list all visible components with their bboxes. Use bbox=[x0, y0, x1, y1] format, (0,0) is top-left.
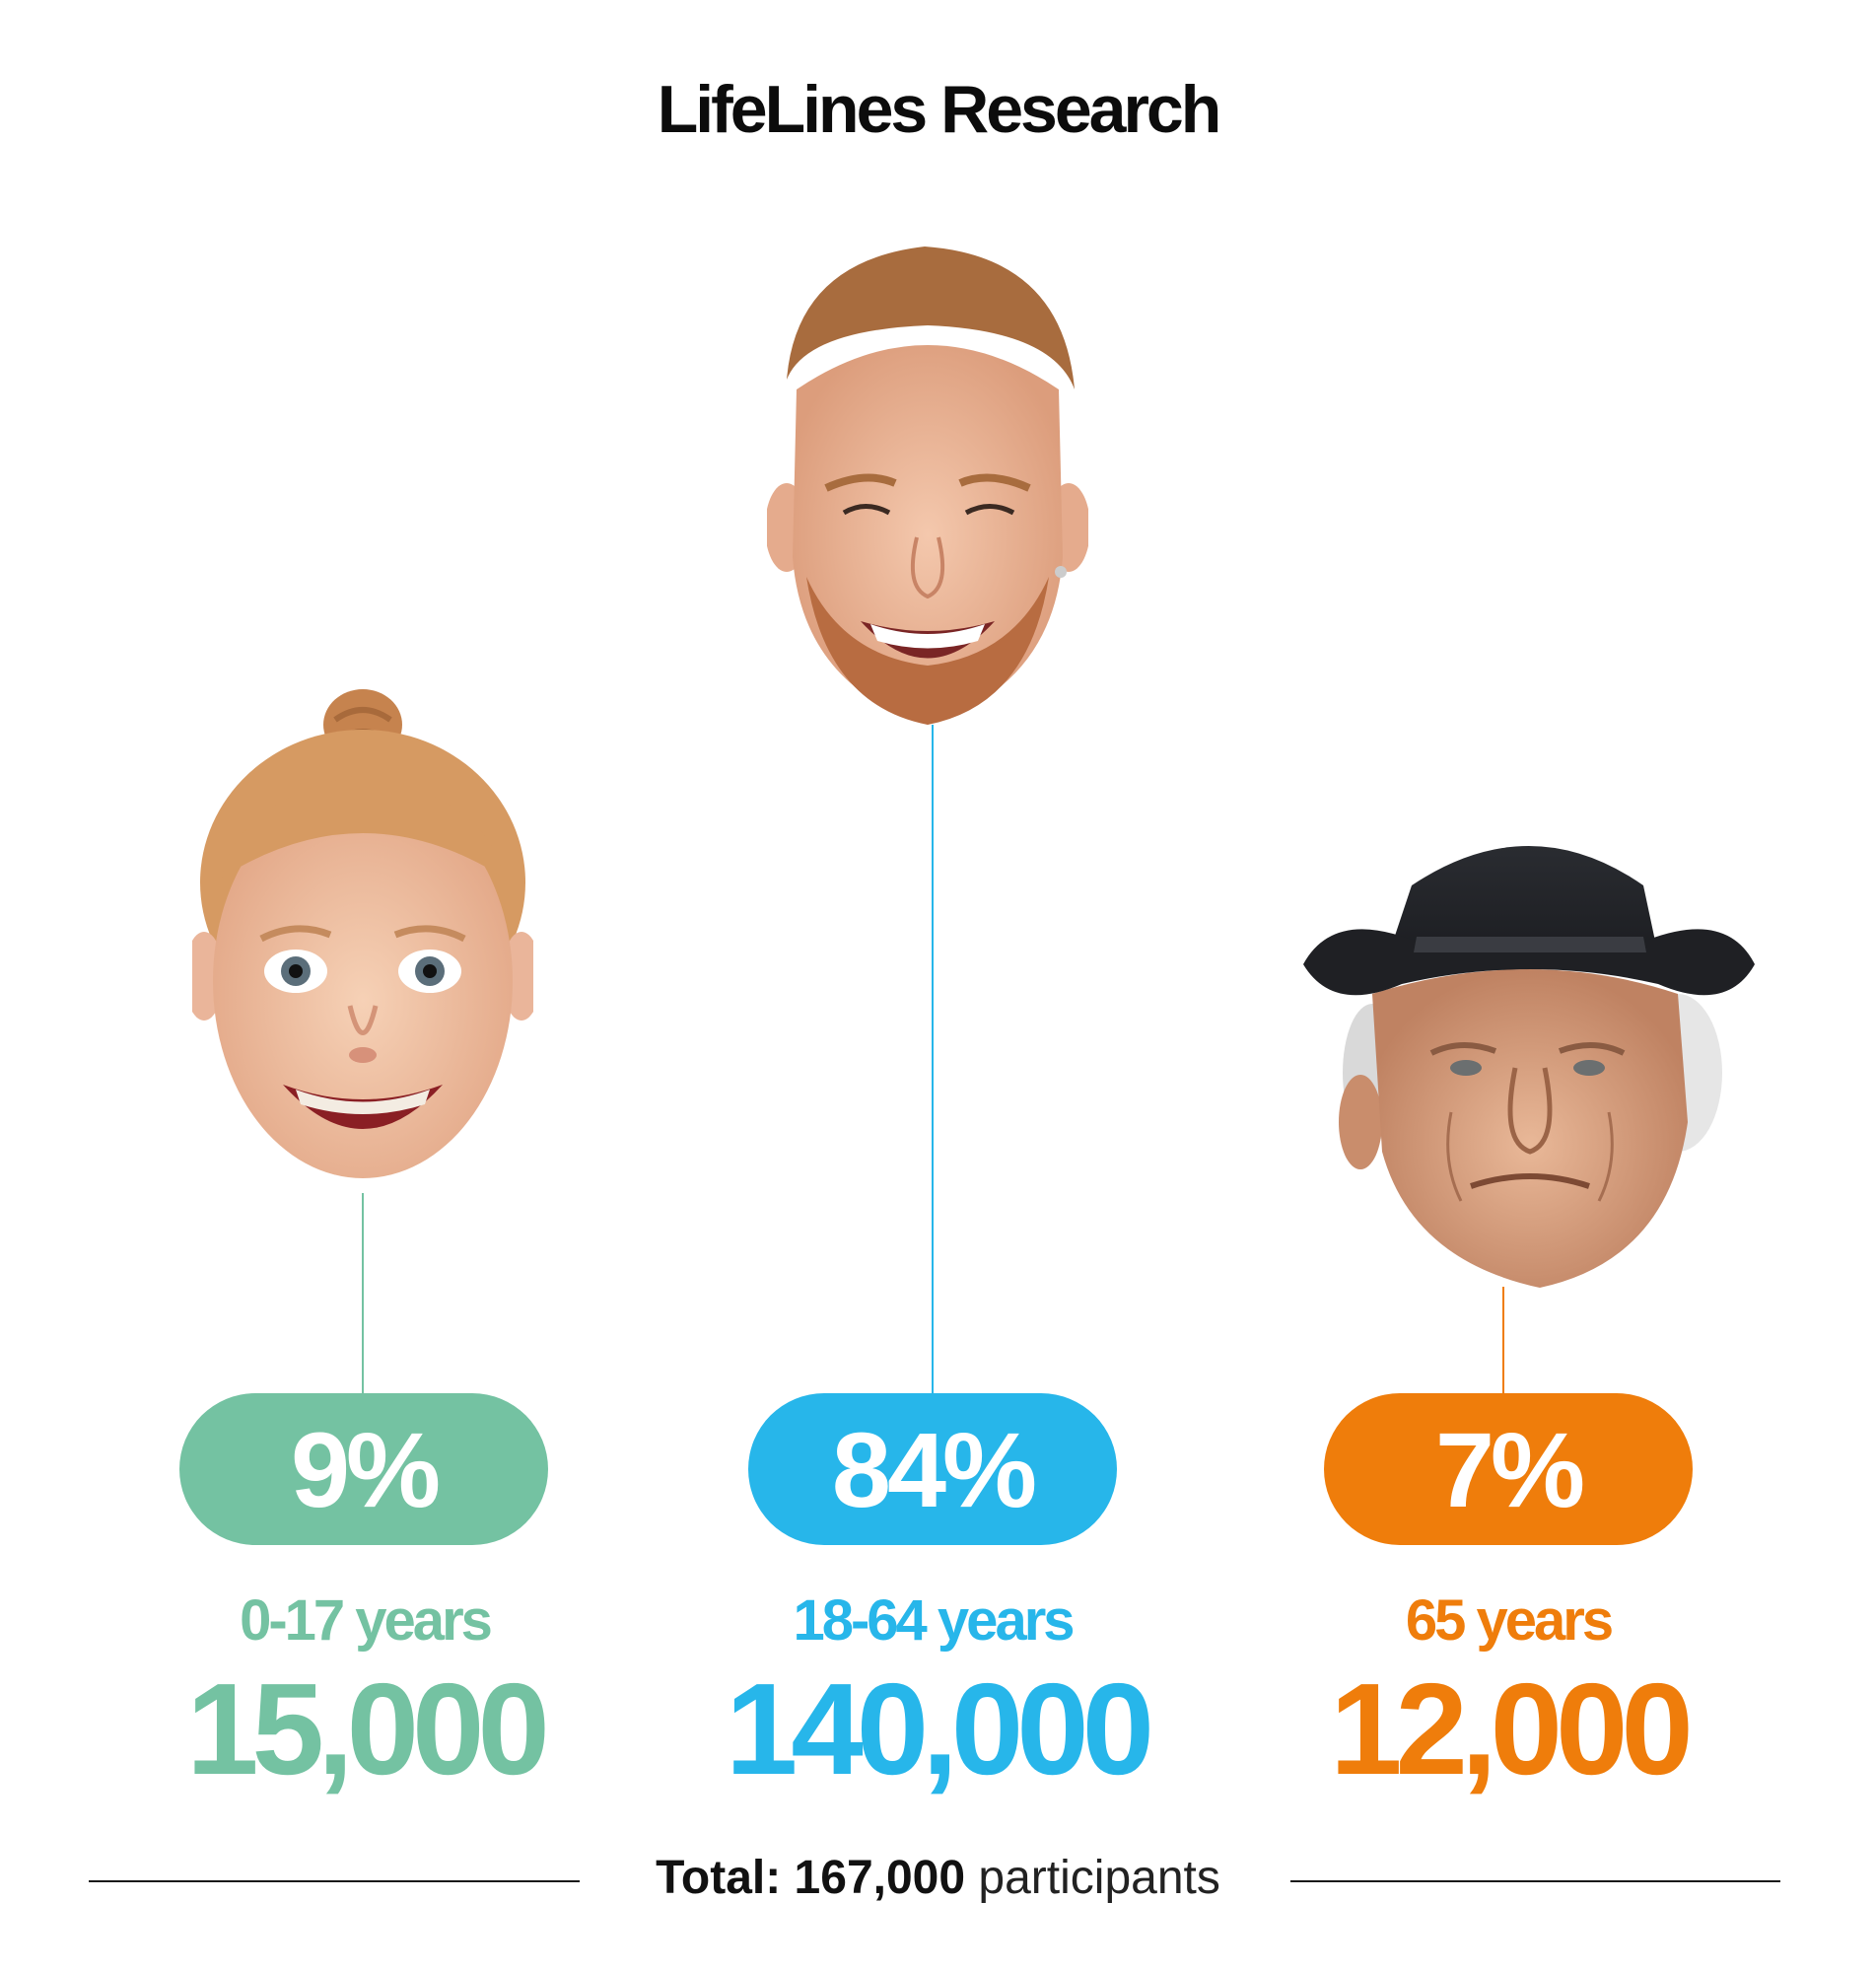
total-unit: participants bbox=[978, 1852, 1220, 1904]
participant-count-18-64: 140,000 bbox=[725, 1656, 1154, 1801]
footer-divider-left bbox=[89, 1880, 580, 1882]
page-title: LifeLines Research bbox=[657, 72, 1222, 147]
age-range-label-65: 65 years bbox=[1405, 1588, 1614, 1653]
total-label: Total: bbox=[656, 1852, 782, 1904]
percent-badge-18-64: 84% bbox=[748, 1393, 1117, 1545]
elderly-connector-line bbox=[1502, 1287, 1504, 1397]
footer-divider-right bbox=[1290, 1880, 1780, 1882]
percent-badge-0-17: 9% bbox=[179, 1393, 548, 1545]
elderly-man-face-portrait bbox=[1303, 846, 1755, 1288]
total-value: 167,000 bbox=[794, 1852, 966, 1904]
child-face-portrait bbox=[192, 689, 533, 1178]
participant-count-65: 12,000 bbox=[1330, 1656, 1694, 1801]
total-participants: Total: 167,000 participants bbox=[582, 1851, 1294, 1905]
participant-count-0-17: 15,000 bbox=[186, 1656, 550, 1801]
age-range-label-18-64: 18-64 years bbox=[793, 1588, 1075, 1653]
young-man-connector-line bbox=[932, 725, 934, 1397]
child-connector-line bbox=[362, 1193, 364, 1397]
young-man-face-portrait bbox=[767, 246, 1088, 725]
age-range-label-0-17: 0-17 years bbox=[240, 1588, 493, 1653]
percent-badge-65: 7% bbox=[1324, 1393, 1693, 1545]
